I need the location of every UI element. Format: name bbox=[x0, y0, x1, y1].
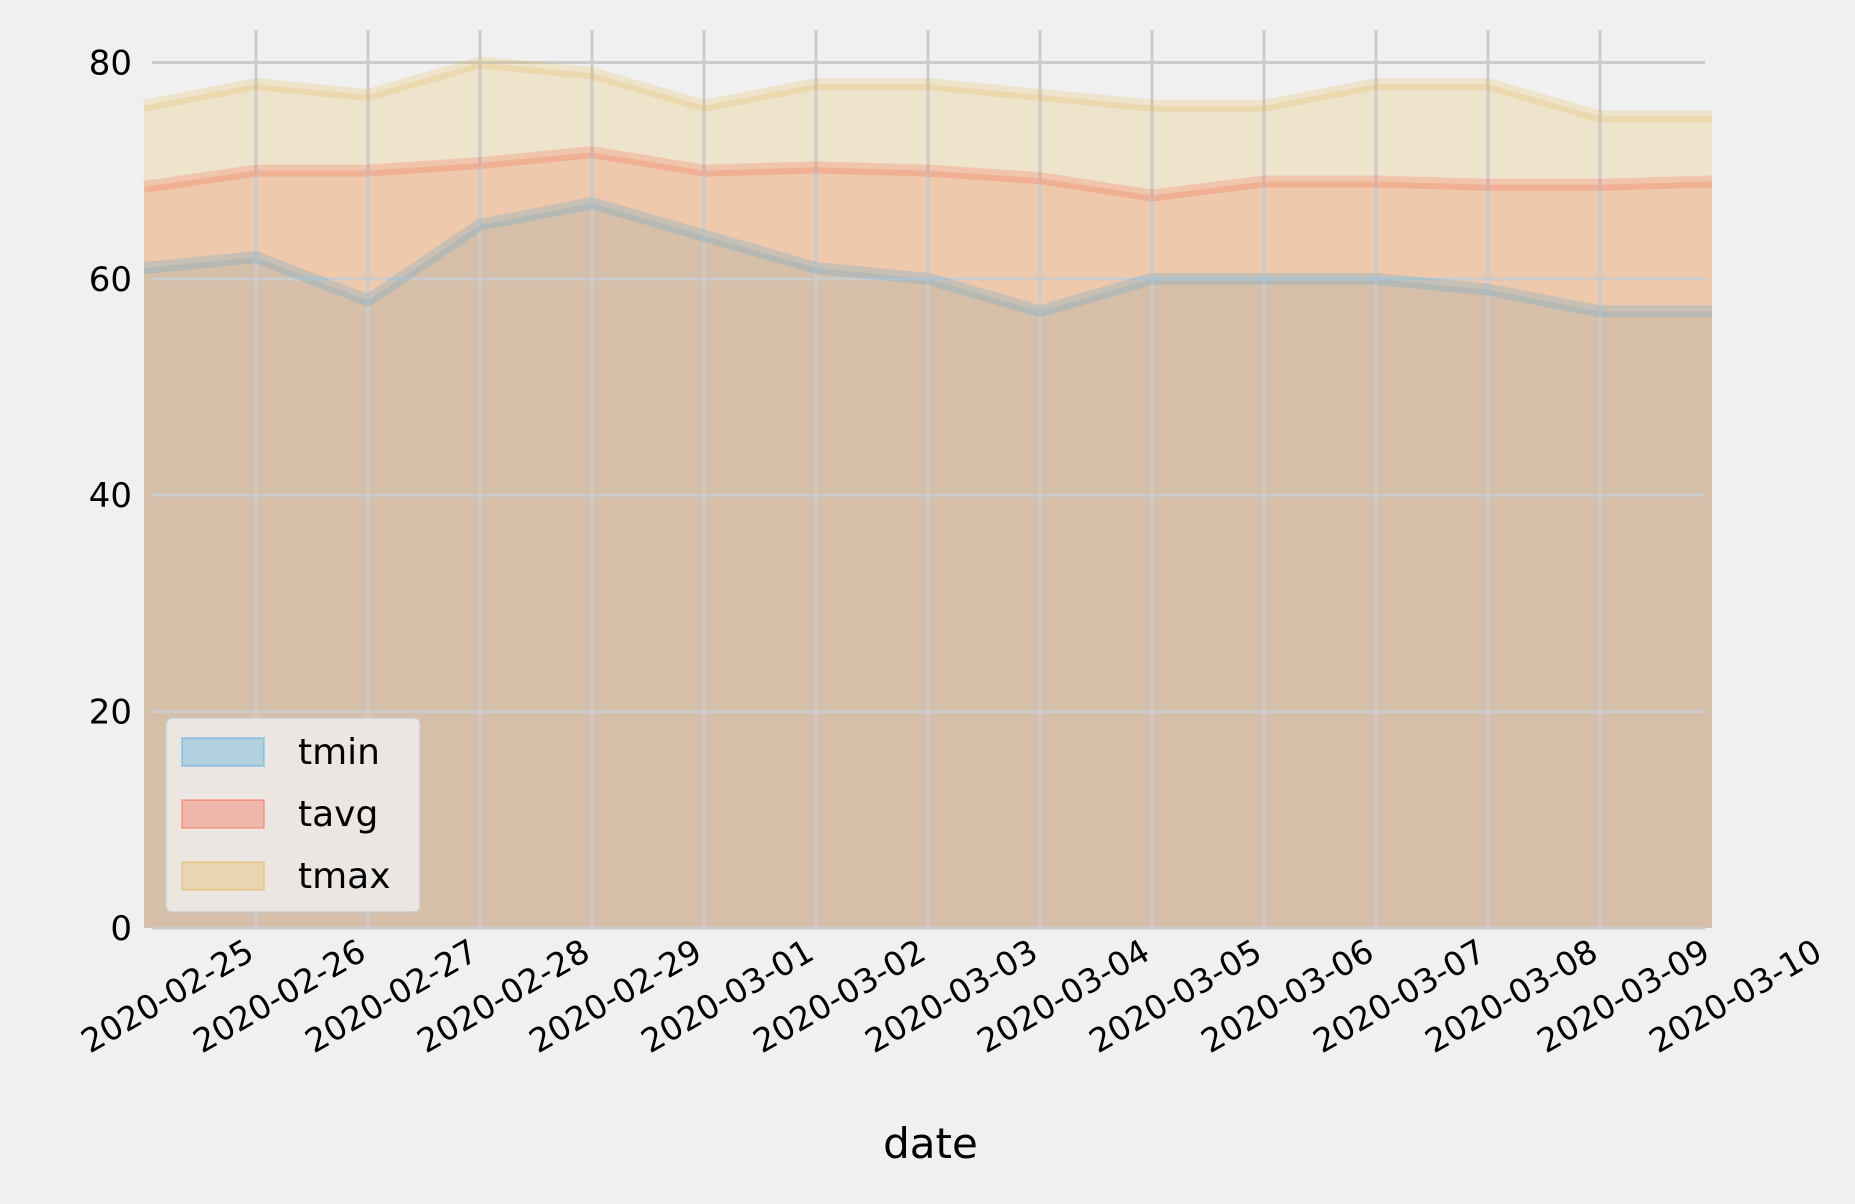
line-tmin bbox=[143, 197, 1712, 318]
y-tick-label: 60 bbox=[89, 260, 132, 300]
legend-swatch-tmax bbox=[181, 861, 265, 891]
legend-box bbox=[165, 717, 421, 913]
line-tmax bbox=[142, 56, 1712, 123]
legend-swatch-tavg bbox=[181, 799, 265, 829]
x-axis-label: date bbox=[883, 1119, 978, 1168]
y-tick-label: 0 bbox=[110, 909, 132, 949]
line-tavg bbox=[143, 146, 1713, 202]
y-tick-label: 40 bbox=[89, 476, 132, 516]
legend-label-tavg: tavg bbox=[298, 794, 378, 835]
legend-label-tmin: tmin bbox=[298, 732, 380, 773]
legend-swatch-tmin bbox=[181, 737, 265, 767]
y-tick-label: 80 bbox=[89, 43, 132, 83]
legend-label-tmax: tmax bbox=[298, 856, 391, 897]
y-tick-label: 20 bbox=[89, 693, 132, 733]
